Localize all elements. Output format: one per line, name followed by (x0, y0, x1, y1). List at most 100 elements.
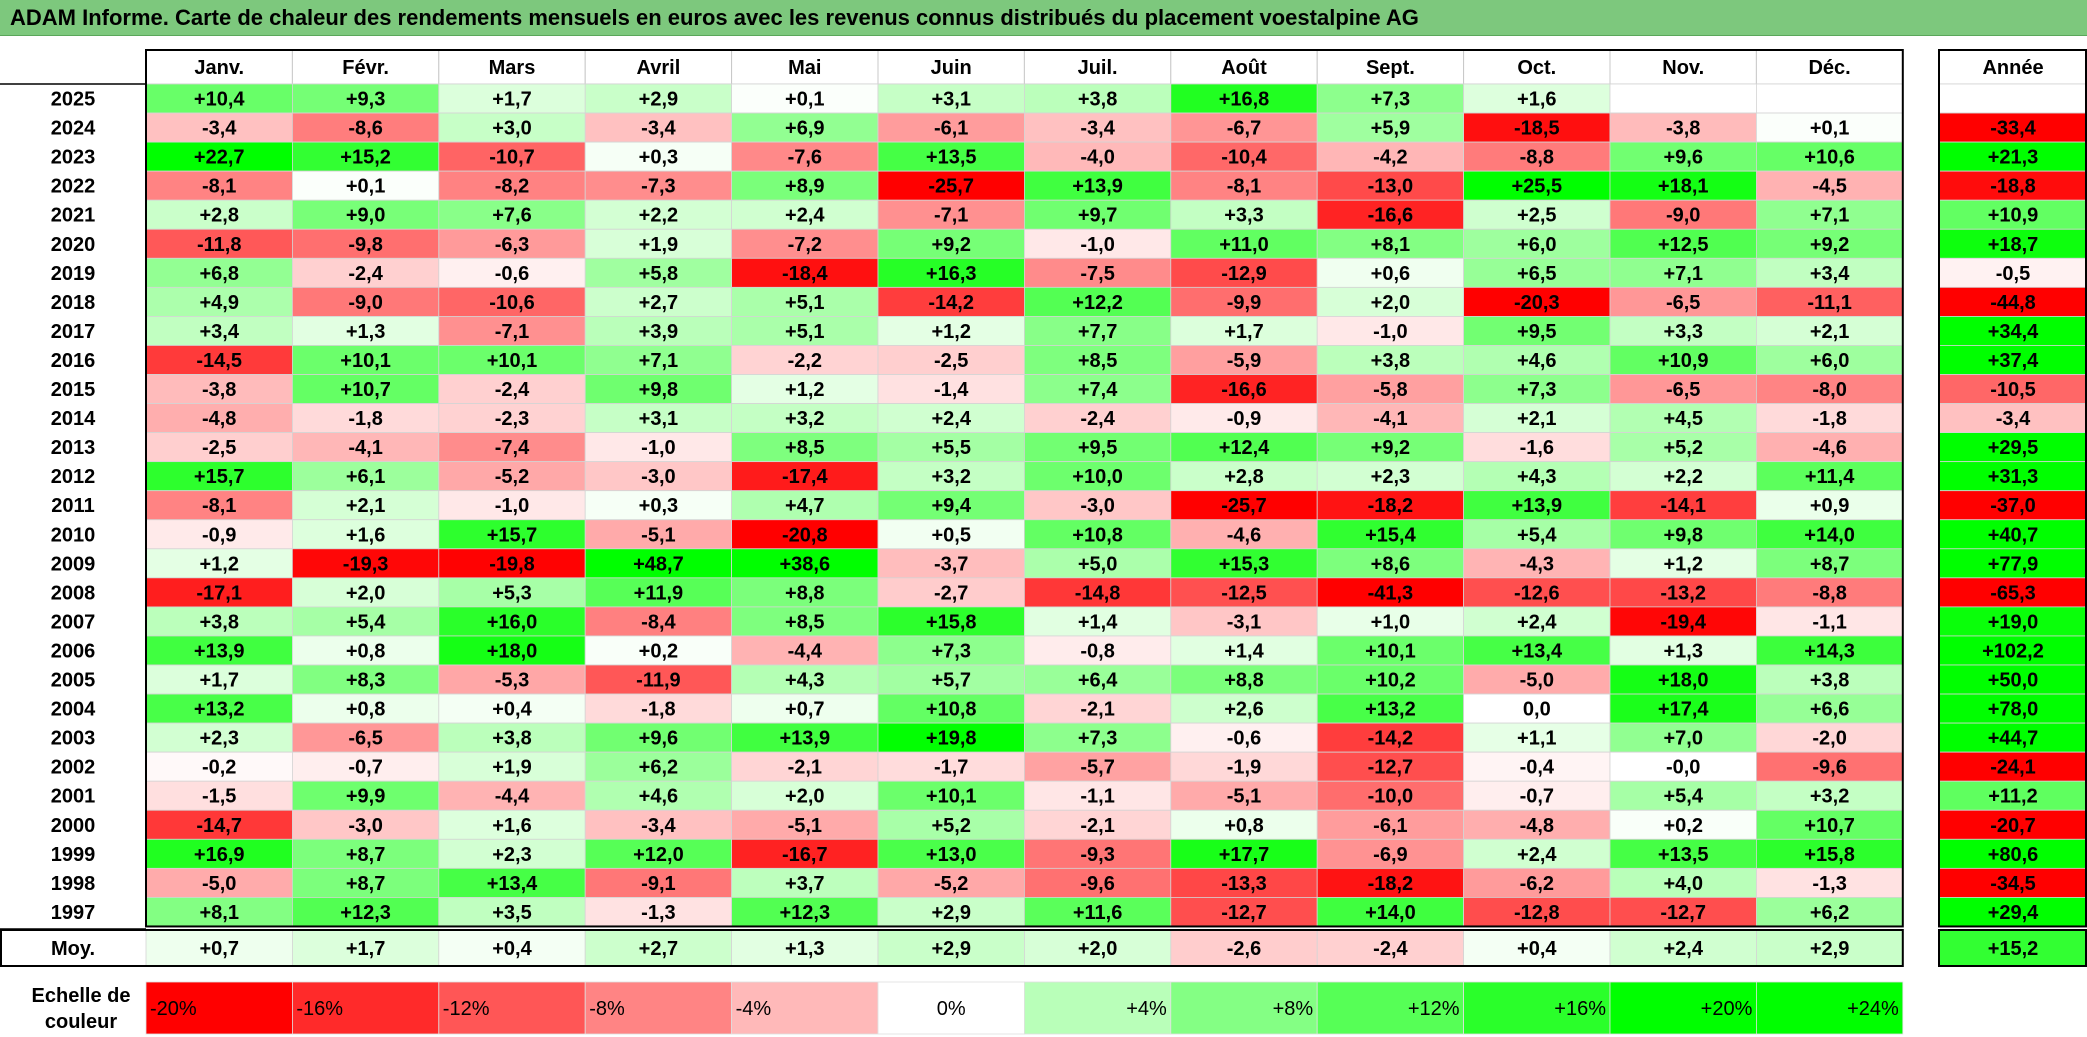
heatmap-cell (584, 228, 733, 259)
annual-cell-value: +31,3 (1988, 466, 2039, 488)
heatmap-cell-value: -2,0 (1812, 728, 1846, 750)
heatmap-cell-value: +9,2 (1810, 234, 1849, 256)
heatmap-cell-value: +1,6 (1517, 89, 1556, 111)
heatmap-cell-value: -7,1 (934, 205, 968, 227)
year-label: 1997 (51, 902, 96, 924)
heatmap-cell-value: +8,6 (1371, 553, 1410, 575)
annual-cell (1938, 315, 2087, 346)
annual-cell (1938, 490, 2087, 521)
heatmap-cell-value: +8,1 (1371, 234, 1410, 256)
heatmap-cell-value: -4,0 (1080, 147, 1114, 169)
heatmap-cell-value: -4,4 (495, 786, 530, 808)
heatmap-cell-value: +2,3 (199, 728, 238, 750)
heatmap-cell (584, 606, 733, 637)
heatmap-cell-value: +1,6 (346, 524, 385, 546)
average-cell (584, 929, 733, 967)
heatmap-cell-value: +2,8 (1224, 466, 1263, 488)
heatmap-cell-value: -8,6 (348, 118, 382, 140)
annual-cell-value: +10,9 (1988, 205, 2039, 227)
year-label: 2005 (51, 670, 96, 692)
heatmap-cell (1463, 83, 1611, 114)
heatmap-cell (1609, 83, 1757, 114)
heatmap-cell-value: +12,4 (1219, 437, 1270, 459)
heatmap-cell (1463, 577, 1611, 608)
heatmap-cell-value: -4,1 (348, 437, 382, 459)
heatmap-cell (731, 519, 879, 550)
month-header-label: Févr. (342, 57, 389, 79)
heatmap-cell (584, 315, 733, 346)
heatmap-cell (438, 461, 586, 492)
heatmap-cell (1024, 403, 1172, 433)
heatmap-cell-value: -2,2 (788, 350, 822, 372)
heatmap-cell (438, 112, 586, 143)
heatmap-cell-value: -3,8 (1666, 118, 1700, 140)
heatmap-cell (1463, 867, 1611, 898)
heatmap-cell (145, 345, 293, 375)
heatmap-cell-value: +1,9 (639, 234, 678, 256)
heatmap-cell-value: -10,7 (489, 147, 535, 169)
color-scale-label: +16% (1554, 998, 1606, 1020)
heatmap-cell (1024, 693, 1172, 724)
heatmap-cell (1463, 432, 1611, 463)
heatmap-cell-value: -25,7 (1221, 495, 1267, 517)
heatmap-cell-value: +17,4 (1658, 699, 1709, 721)
annual-cell (1938, 577, 2087, 608)
annual-cell (1938, 635, 2087, 666)
heatmap-cell (1463, 112, 1611, 143)
average-cell-value: -2,4 (1373, 938, 1408, 960)
heatmap-cell (1316, 635, 1464, 666)
annual-header-label: Année (1982, 57, 2043, 79)
heatmap-cell (1170, 809, 1318, 840)
annual-cell-value: +18,7 (1988, 234, 2039, 256)
heatmap-cell-value: +8,5 (785, 437, 824, 459)
heatmap-cell-value: -12,5 (1221, 582, 1267, 604)
average-cell (1024, 929, 1172, 967)
heatmap-cell-value: +1,9 (492, 757, 531, 779)
heatmap-cell-value: +0,1 (785, 89, 824, 111)
year-label: 2021 (51, 205, 96, 227)
heatmap-cell-value: -11,9 (636, 670, 680, 692)
heatmap-cell (1170, 112, 1318, 143)
annual-cell-value: -20,7 (1990, 815, 2036, 837)
heatmap-cell (584, 199, 733, 230)
heatmap-cell (731, 403, 879, 433)
heatmap-cell-value: +8,3 (346, 670, 385, 692)
heatmap-cell-value: +9,5 (1517, 321, 1556, 343)
annual-cell-value: -33,4 (1990, 118, 2036, 140)
average-label: Moy. (51, 938, 95, 960)
heatmap-cell (1316, 780, 1464, 811)
heatmap-cell (731, 315, 879, 346)
heatmap-cell-value: -10,0 (1368, 786, 1414, 808)
heatmap-cell-value: -3,4 (1080, 118, 1115, 140)
color-scale-swatch (438, 981, 586, 1035)
color-scale-label: -16% (296, 998, 343, 1020)
annual-cell (1938, 780, 2087, 811)
heatmap-cell (438, 577, 586, 608)
heatmap-cell-value: +5,0 (1078, 553, 1117, 575)
heatmap-cell (877, 170, 1025, 201)
heatmap-cell (1170, 345, 1318, 375)
heatmap-cell (1756, 403, 1904, 433)
annual-cell (1938, 432, 2087, 463)
annual-cell-value: +50,0 (1988, 670, 2039, 692)
average-annual-cell (1938, 929, 2087, 967)
heatmap-cell-value: +2,2 (1663, 466, 1702, 488)
heatmap-cell-value: +4,3 (785, 670, 824, 692)
heatmap-cell-value: -5,8 (1373, 379, 1407, 401)
heatmap-cell (1170, 606, 1318, 637)
heatmap-cell-value: -12,9 (1221, 263, 1267, 285)
heatmap-cell (1170, 751, 1318, 782)
heatmap-cell (438, 722, 586, 753)
heatmap-cell-value: -8,0 (1812, 379, 1846, 401)
annual-cell-value: +29,4 (1988, 902, 2039, 924)
heatmap-cell-value: -5,2 (934, 873, 968, 895)
heatmap-cell-value: +0,4 (492, 699, 532, 721)
color-scale-swatch (145, 981, 293, 1035)
heatmap-cell-value: +4,5 (1663, 408, 1702, 430)
heatmap-cell-value: +7,1 (1663, 263, 1702, 285)
heatmap-cell (291, 257, 440, 288)
heatmap-cell (1024, 432, 1172, 463)
heatmap-cell-value: +13,9 (779, 728, 830, 750)
average-cell-value: +0,7 (199, 938, 238, 960)
